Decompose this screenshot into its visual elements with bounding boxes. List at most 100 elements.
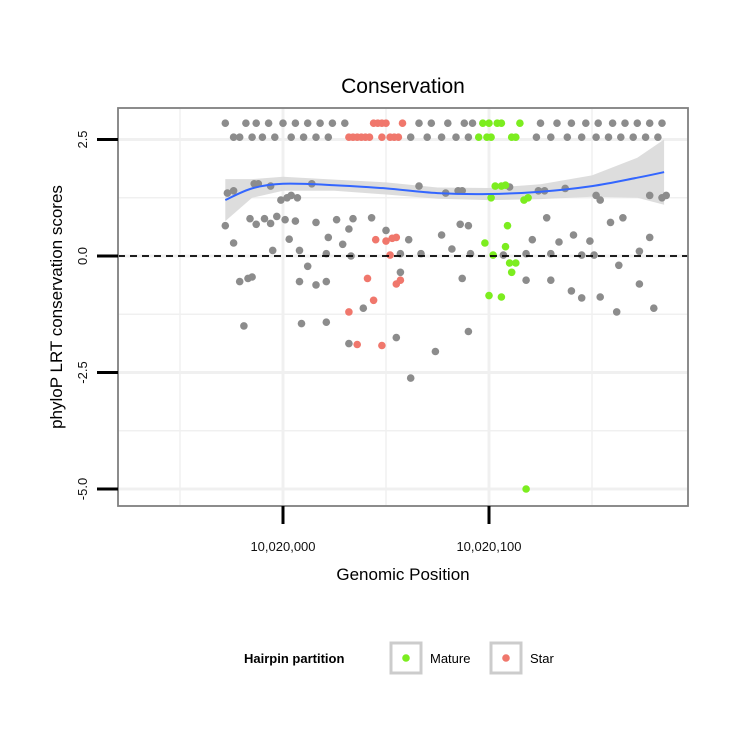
other-point: [460, 119, 469, 127]
mature-point: [512, 259, 520, 267]
other-point: [246, 214, 254, 223]
other-point: [448, 245, 456, 253]
other-point: [577, 251, 586, 259]
other-point: [303, 119, 312, 127]
legend-item-star: Star: [489, 641, 555, 675]
star-point: [369, 296, 378, 305]
gridlines: [118, 108, 688, 506]
other-point: [577, 294, 586, 302]
other-point: [596, 293, 604, 301]
other-point: [240, 322, 248, 330]
other-point: [635, 247, 644, 256]
other-point: [612, 308, 621, 316]
mature-point: [501, 181, 510, 189]
other-point: [577, 133, 586, 141]
other-point: [338, 240, 347, 249]
other-point: [617, 133, 625, 141]
legend-label-star: Star: [530, 651, 555, 666]
other-point: [273, 212, 281, 221]
y-tick-label: 0.0: [75, 247, 90, 265]
star-point: [363, 274, 372, 283]
other-point: [264, 119, 273, 127]
other-point: [396, 268, 405, 277]
other-point: [359, 304, 368, 313]
other-point: [299, 133, 308, 141]
other-point: [392, 333, 401, 342]
other-point: [619, 214, 627, 222]
other-point: [345, 225, 353, 233]
mature-point: [497, 293, 506, 301]
other-point: [248, 133, 256, 141]
other-point: [260, 214, 269, 223]
other-point: [606, 218, 615, 227]
other-point: [427, 119, 436, 127]
mature-point: [485, 119, 493, 127]
other-point: [287, 133, 296, 141]
data-points: [221, 119, 670, 493]
other-point: [567, 119, 576, 127]
y-tick-label: -2.5: [75, 361, 90, 383]
other-point: [452, 133, 460, 141]
other-point: [553, 119, 561, 127]
other-point: [536, 119, 545, 127]
other-point: [437, 231, 446, 239]
other-point: [404, 235, 413, 244]
y-tick-label: 2.5: [75, 130, 90, 148]
star-point: [398, 119, 407, 127]
other-point: [293, 194, 302, 202]
other-point: [437, 133, 446, 141]
legend: Hairpin partition Mature Star: [244, 641, 555, 675]
star-point: [392, 233, 401, 242]
other-point: [295, 277, 304, 286]
other-point: [332, 215, 341, 224]
y-axis-title: phyloP LRT conservation scores: [47, 185, 66, 429]
other-point: [229, 133, 238, 141]
mature-point: [497, 119, 506, 127]
star-point: [365, 133, 374, 141]
other-point: [281, 215, 289, 224]
other-point: [367, 214, 376, 222]
y-tick-label: -5.0: [75, 478, 90, 500]
other-point: [608, 119, 617, 127]
other-point: [312, 218, 320, 227]
legend-key-star: [489, 641, 523, 675]
other-point: [582, 119, 590, 127]
other-point: [464, 133, 473, 141]
other-point: [266, 219, 275, 228]
other-point: [635, 280, 644, 288]
other-point: [252, 119, 260, 127]
other-point: [268, 246, 277, 255]
other-point: [594, 119, 602, 127]
other-point: [645, 119, 654, 127]
other-point: [464, 221, 473, 230]
legend-dot-star: [502, 654, 510, 662]
mature-point: [487, 133, 495, 141]
other-point: [458, 187, 467, 195]
other-point: [621, 119, 629, 127]
smooth-curve: [224, 171, 665, 202]
other-point: [277, 196, 285, 204]
other-point: [345, 339, 353, 348]
other-point: [654, 133, 662, 141]
other-point: [629, 133, 637, 141]
star-point: [345, 308, 353, 316]
other-point: [248, 273, 256, 281]
other-point: [235, 133, 244, 141]
other-point: [341, 119, 349, 127]
mature-point: [522, 485, 530, 493]
star-point: [382, 119, 390, 127]
other-point: [444, 119, 452, 127]
mature-point: [479, 119, 487, 127]
y-axis: -5.0 -2.5 0.0 2.5: [75, 130, 118, 500]
other-point: [295, 246, 304, 255]
panel-border: [117, 107, 689, 507]
other-point: [297, 319, 306, 328]
mature-point: [507, 268, 516, 277]
other-point: [406, 133, 415, 141]
other-point: [431, 347, 440, 356]
plot-panel: [117, 107, 689, 507]
other-point: [312, 133, 320, 141]
other-point: [464, 327, 473, 336]
star-point: [371, 235, 380, 244]
x-tick-label: 10,020,000: [250, 539, 315, 554]
